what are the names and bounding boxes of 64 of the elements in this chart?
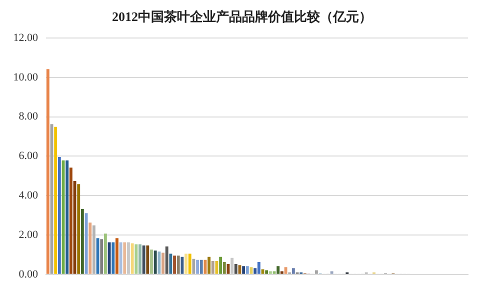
bar	[265, 270, 268, 274]
bar	[176, 256, 180, 274]
bar	[188, 254, 192, 274]
y-tick-label: 10.00	[13, 71, 38, 84]
bar	[208, 256, 211, 274]
bar	[58, 156, 61, 274]
bar	[92, 225, 96, 274]
bar	[158, 252, 161, 274]
y-tick-label: 8.00	[18, 110, 38, 123]
bar	[54, 126, 58, 274]
bar	[154, 250, 157, 274]
bar	[88, 222, 92, 274]
y-tick-label: 12.00	[13, 32, 38, 44]
bar	[119, 242, 122, 274]
bar	[46, 69, 50, 274]
bar	[280, 271, 284, 274]
bar	[130, 243, 134, 274]
bar	[222, 262, 226, 274]
bar	[219, 256, 222, 274]
bar	[192, 258, 196, 274]
bar	[100, 239, 104, 274]
bar	[184, 254, 188, 274]
y-tick-label: 2.00	[18, 228, 38, 241]
bar	[292, 268, 295, 274]
bar	[196, 260, 200, 274]
bar	[234, 264, 238, 274]
bar	[200, 260, 203, 274]
y-tick-label: 6.00	[18, 150, 38, 162]
bar	[272, 271, 276, 274]
bar	[146, 245, 150, 274]
bar	[173, 256, 176, 274]
bar	[123, 242, 126, 274]
bar	[150, 250, 153, 274]
bar	[330, 271, 334, 274]
chart-title: 2012中国茶叶企业产品品牌价值比较（亿元）	[111, 8, 373, 26]
bar	[211, 261, 214, 274]
bar	[162, 252, 164, 274]
y-tick-label: 4.00	[18, 189, 38, 202]
bar	[268, 271, 272, 274]
bar	[80, 208, 84, 274]
bar	[116, 238, 118, 274]
bar	[254, 268, 257, 274]
bar	[134, 244, 138, 274]
bar	[314, 270, 318, 274]
bar	[112, 242, 115, 274]
bar	[230, 258, 234, 274]
bar	[169, 254, 172, 274]
bar	[66, 160, 69, 274]
bar	[204, 260, 207, 274]
bar	[246, 266, 249, 274]
bar	[257, 262, 260, 274]
bar	[180, 256, 184, 274]
bar	[242, 266, 246, 274]
bar	[108, 242, 111, 274]
bar	[165, 246, 168, 274]
bar	[104, 234, 107, 274]
bar	[127, 242, 130, 274]
y-tick-label: 0.00	[18, 268, 38, 280]
bar	[142, 245, 146, 274]
bar	[96, 238, 100, 274]
bar	[138, 244, 142, 274]
bar	[77, 184, 80, 274]
bar	[276, 266, 280, 274]
bar	[69, 168, 72, 274]
